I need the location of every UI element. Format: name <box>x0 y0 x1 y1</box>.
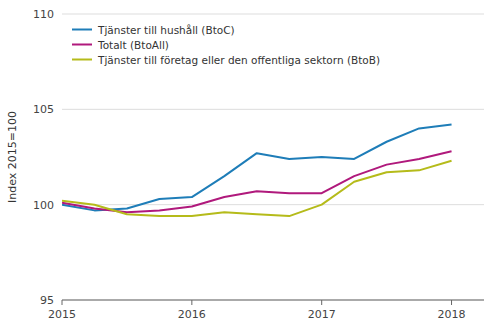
legend-label: Tjänster till hushåll (BtoC) <box>97 24 235 36</box>
y-axis-label: Index 2015=100 <box>6 111 19 203</box>
series-line <box>62 125 452 211</box>
legend-label: Totalt (BtoAll) <box>97 39 169 51</box>
x-tick-label: 2018 <box>438 308 466 321</box>
grid-line <box>62 14 484 15</box>
legend-swatch <box>72 29 92 31</box>
grid-line <box>62 300 484 301</box>
grid-line <box>62 204 484 205</box>
chart: 95 100 105 110 2015 2016 2017 2018 Index 2015=10… <box>0 0 500 330</box>
x-tick <box>451 300 452 305</box>
x-tick <box>62 300 63 305</box>
y-tick-label: 95 <box>40 294 54 307</box>
x-tick-label: 2017 <box>308 308 336 321</box>
x-tick-label: 2015 <box>48 308 76 321</box>
legend-swatch <box>72 59 92 61</box>
x-tick <box>321 300 322 305</box>
x-tick-label: 2016 <box>178 308 206 321</box>
y-tick-label: 105 <box>33 103 54 116</box>
series-line <box>62 161 452 216</box>
x-tick <box>191 300 192 305</box>
lines <box>62 125 452 217</box>
x-axis <box>62 300 484 301</box>
legend: Tjänster till hushåll (BtoC) Totalt (BtoA… <box>72 24 380 66</box>
y-tick-label: 100 <box>33 199 54 212</box>
grid-line <box>62 109 484 110</box>
series-line <box>62 151 452 212</box>
legend-label: Tjänster till företag eller den offentli… <box>97 54 380 66</box>
legend-swatch <box>72 44 92 46</box>
y-tick-label: 110 <box>33 8 54 21</box>
y-grid <box>62 14 484 300</box>
